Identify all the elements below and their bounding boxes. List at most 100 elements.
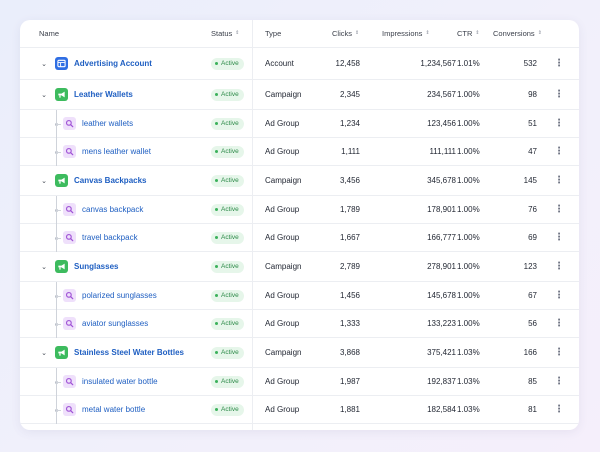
row-menu-icon[interactable]: ⋮ [554, 404, 564, 415]
row-menu-icon[interactable]: ⋮ [554, 89, 564, 100]
name-cell: canvas backpack [63, 196, 143, 223]
row-menu-icon[interactable]: ⋮ [554, 146, 564, 157]
status-badge: Active [211, 231, 244, 244]
row-menu-icon[interactable]: ⋮ [554, 318, 564, 329]
chevron-down-icon[interactable]: ⌄ [41, 91, 47, 99]
tree-connector-line [56, 138, 57, 166]
search-icon [63, 117, 76, 130]
status-cell: Active [211, 310, 244, 337]
tree-connector-line [56, 196, 57, 224]
clicks-cell: 1,333 [339, 319, 360, 328]
row-name-link[interactable]: insulated water bottle [82, 377, 158, 386]
table-row[interactable]: leather wallets Active Ad Group 1,234 123,45… [20, 110, 579, 138]
column-header-name[interactable]: Name [39, 29, 60, 38]
row-menu-icon[interactable]: ⋮ [554, 347, 564, 358]
row-menu-icon[interactable]: ⋮ [554, 175, 564, 186]
row-name-link[interactable]: polarized sunglasses [82, 291, 157, 300]
row-name-link[interactable]: canvas backpack [82, 205, 144, 214]
tree-connector-line [56, 396, 57, 424]
status-dot-icon [215, 294, 218, 297]
row-name-link[interactable]: Leather Wallets [74, 90, 133, 99]
column-header-ctr[interactable]: CTR ⇕ [457, 29, 480, 38]
sort-icon[interactable]: ⇕ [235, 30, 240, 36]
table-row[interactable]: ⌄ Leather Wallets Active Campaign 2,345 234,5… [20, 80, 579, 110]
chevron-down-icon[interactable]: ⌄ [41, 60, 47, 68]
status-cell: Active [211, 196, 244, 223]
table-row[interactable]: insulated water bottle Active Ad Group 1,98… [20, 368, 579, 396]
campaign-table: Name Status ⇕ Type Clicks ⇕ Impressions ⇕ C… [20, 20, 579, 430]
clicks-cell: 1,456 [339, 291, 360, 300]
table-row[interactable]: aviator sunglasses Active Ad Group 1,333 133… [20, 310, 579, 338]
search-icon [63, 203, 76, 216]
table-row[interactable]: ⌄ Canvas Backpacks Active Campaign 3,456 345,… [20, 166, 579, 196]
row-menu-icon[interactable]: ⋮ [554, 232, 564, 243]
ctr-cell: 1.00% [457, 319, 480, 328]
clicks-cell: 1,789 [339, 205, 360, 214]
row-menu-icon[interactable]: ⋮ [554, 204, 564, 215]
row-menu-icon[interactable]: ⋮ [554, 118, 564, 129]
tree-connector-line [56, 368, 57, 396]
table-row[interactable]: travel backpack Active Ad Group 1,667 166,77… [20, 224, 579, 252]
sort-icon[interactable]: ⇕ [475, 30, 480, 36]
sort-icon[interactable]: ⇕ [537, 30, 542, 36]
conversions-cell: 51 [528, 119, 537, 128]
clicks-cell: 1,234 [339, 119, 360, 128]
megaphone-icon [55, 346, 68, 359]
column-header-type[interactable]: Type [265, 29, 282, 38]
row-name-link[interactable]: metal water bottle [82, 405, 146, 414]
name-cell: ⌄ Stainless Steel Water Bottles [39, 338, 184, 367]
type-cell: Ad Group [265, 233, 300, 242]
conversions-cell: 166 [523, 348, 537, 357]
ctr-cell: 1.00% [457, 262, 480, 271]
row-name-link[interactable]: Canvas Backpacks [74, 176, 147, 185]
row-menu-icon[interactable]: ⋮ [554, 290, 564, 301]
table-row[interactable]: ⌄ Stainless Steel Water Bottles Active Camp… [20, 338, 579, 368]
table-row[interactable]: ⌄ Sunglasses Active Campaign 2,789 278,901 1.0… [20, 252, 579, 282]
search-icon [63, 317, 76, 330]
conversions-cell: 81 [528, 405, 537, 414]
chevron-down-icon[interactable]: ⌄ [41, 349, 47, 357]
row-name-link[interactable]: mens leather wallet [82, 147, 151, 156]
row-name-link[interactable]: Stainless Steel Water Bottles [74, 348, 184, 357]
table-row[interactable]: canvas backpack Active Ad Group 1,789 178,90… [20, 196, 579, 224]
ctr-cell: 1.01% [457, 59, 480, 68]
column-header-status[interactable]: Status ⇕ [211, 29, 240, 38]
megaphone-icon [55, 260, 68, 273]
chevron-down-icon[interactable]: ⌄ [41, 177, 47, 185]
status-cell: Active [211, 224, 244, 251]
chevron-down-icon[interactable]: ⌄ [41, 263, 47, 271]
sort-icon[interactable]: ⇕ [425, 30, 430, 36]
status-badge: Active [211, 260, 244, 273]
status-cell: Active [211, 166, 244, 195]
table-row[interactable]: mens leather wallet Active Ad Group 1,111 11… [20, 138, 579, 166]
column-header-impressions[interactable]: Impressions ⇕ [382, 29, 430, 38]
row-menu-icon[interactable]: ⋮ [554, 376, 564, 387]
row-menu-icon[interactable]: ⋮ [554, 261, 564, 272]
row-name-link[interactable]: leather wallets [82, 119, 134, 128]
row-name-link[interactable]: travel backpack [82, 233, 138, 242]
name-cell: ⌄ Sunglasses [39, 252, 118, 281]
ctr-cell: 1.00% [457, 147, 480, 156]
table-row[interactable]: polarized sunglasses Active Ad Group 1,456 1… [20, 282, 579, 310]
sort-icon[interactable]: ⇕ [355, 30, 360, 36]
name-cell: mens leather wallet [63, 138, 151, 165]
tree-connector-line [57, 382, 61, 383]
search-icon [63, 289, 76, 302]
megaphone-icon [55, 88, 68, 101]
row-menu-icon[interactable]: ⋮ [554, 58, 564, 69]
column-header-conversions[interactable]: Conversions ⇕ [493, 29, 542, 38]
row-name-link[interactable]: Sunglasses [74, 262, 119, 271]
impressions-cell: 123,456 [427, 119, 456, 128]
search-icon [63, 231, 76, 244]
impressions-cell: 1,234,567 [420, 59, 456, 68]
row-name-link[interactable]: aviator sunglasses [82, 319, 149, 328]
type-cell: Ad Group [265, 291, 300, 300]
table-row[interactable]: ⌄ Advertising Account Active Account 12,458 1… [20, 48, 579, 80]
status-dot-icon [215, 351, 218, 354]
status-badge: Active [211, 375, 244, 388]
ctr-cell: 1.00% [457, 90, 480, 99]
row-name-link[interactable]: Advertising Account [74, 59, 152, 68]
column-header-clicks[interactable]: Clicks ⇕ [332, 29, 360, 38]
table-row[interactable]: metal water bottle Active Ad Group 1,881 182… [20, 396, 579, 424]
ctr-cell: 1.03% [457, 405, 480, 414]
